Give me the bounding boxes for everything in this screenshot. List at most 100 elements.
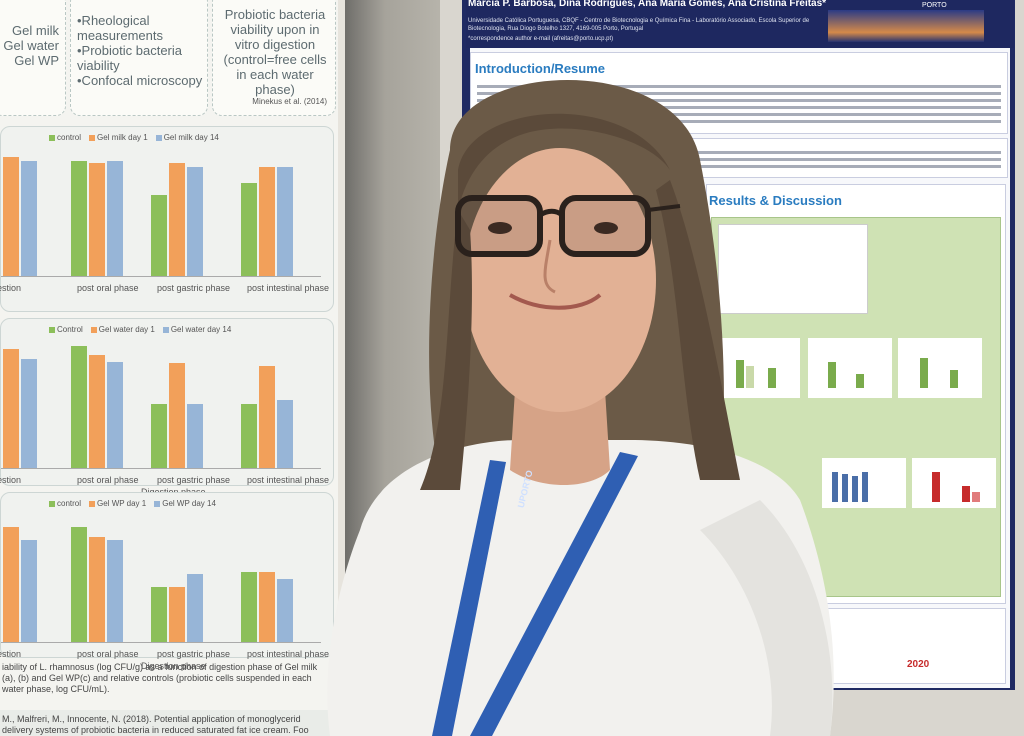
legend-swatch [155, 134, 162, 141]
right-poster-header: Márcia P. Barbosa, Dina Rodrigues, Ana M… [466, 0, 1014, 48]
intro-section: Introduction/Resume [470, 52, 1008, 134]
bar [151, 195, 167, 276]
results-bar-chart-red [912, 458, 996, 508]
bar [187, 574, 203, 642]
bar [107, 161, 123, 276]
x-tick-label: post oral phase [77, 283, 139, 293]
legend-label: Gel WP day 14 [162, 499, 216, 508]
bar [241, 572, 257, 642]
person-photo [327, 80, 834, 736]
results-bar-chart-blue [822, 458, 906, 508]
bar [187, 167, 203, 276]
legend-swatch [154, 500, 161, 507]
sample-list: Gel milk Gel water Gel WP [3, 23, 59, 68]
sample-item: Gel milk [12, 23, 59, 38]
legend-swatch [49, 326, 55, 333]
poster-affiliation: Universidade Católica Portuguesa, CBQF -… [468, 18, 810, 32]
digestion-description: Probiotic bacteria viability upon in vit… [223, 7, 327, 97]
legend-label: Gel water day 1 [98, 325, 155, 334]
bar [71, 346, 87, 468]
poster-correspondence: *correspondence author e-mail (afreitas@… [468, 36, 614, 42]
plot-area [1, 149, 321, 277]
bar [71, 527, 87, 642]
bar-chart-panel: Control Gel water day 1 Gel water day 14 di… [0, 318, 334, 497]
bar [3, 349, 19, 468]
bar-chart-panel: control Gel WP day 1 Gel WP day 14 digestio… [0, 492, 334, 671]
results-bar-chart [716, 338, 800, 398]
x-tick-label: digestion [0, 649, 22, 659]
bar [241, 183, 257, 276]
city-photo [828, 10, 984, 42]
funding-logo: 2020 [907, 659, 930, 670]
bar [71, 161, 87, 276]
results-bar-chart [808, 338, 892, 398]
bar [151, 587, 167, 642]
x-tick-label: post gastric phase [157, 283, 231, 293]
legend-swatch [89, 500, 96, 507]
chart-legend: control Gel WP day 1 Gel WP day 14 [41, 499, 216, 508]
intro-heading: Introduction/Resume [475, 61, 606, 76]
plot-area [1, 341, 321, 469]
bar [3, 527, 19, 642]
bar-chart-panel: control Gel milk day 1 Gel milk day 14 dige… [0, 126, 334, 312]
methods-box: •Rheological measurements •Probiotic bac… [70, 0, 208, 116]
bar [107, 540, 123, 642]
legend-swatch [49, 134, 55, 141]
method-item: •Probiotic bacteria viability [77, 43, 182, 73]
chart-legend: Control Gel water day 1 Gel water day 14 [41, 325, 231, 334]
bar [89, 163, 105, 276]
bar [277, 579, 293, 642]
x-axis-label: Digestion phase [141, 661, 206, 671]
reference-text: M., Malfreri, M., Innocente, N. (2018). … [0, 710, 336, 736]
legend-label: control [57, 133, 82, 142]
citation: Minekus et al. (2014) [252, 97, 327, 106]
bar [3, 157, 19, 276]
bar [89, 355, 105, 468]
bar [107, 362, 123, 468]
bar [21, 359, 37, 468]
poster-authors: Márcia P. Barbosa, Dina Rodrigues, Ana M… [468, 0, 827, 9]
bar [187, 404, 203, 468]
legend-label: Gel water day 14 [170, 325, 232, 334]
bar [259, 572, 275, 642]
bar [169, 363, 185, 468]
bar [241, 404, 257, 468]
x-tick-label: post intestinal phase [247, 283, 330, 293]
sample-item: Gel WP [14, 53, 59, 68]
x-tick-label: post intestinal phase [247, 649, 330, 659]
legend-label: control [57, 499, 82, 508]
bar [21, 540, 37, 642]
bar [277, 400, 293, 468]
x-tick-label: digestion [0, 475, 22, 485]
legend-label: Gel milk day 14 [163, 133, 219, 142]
legend-swatch [90, 326, 97, 333]
bar [277, 167, 293, 276]
x-tick-label: digestion [0, 283, 22, 293]
legend-swatch [89, 134, 96, 141]
chart-caption: iability of L. rhamnosus (log CFU/g) as … [2, 662, 318, 694]
methods-list: •Rheological measurements •Probiotic bac… [77, 13, 207, 88]
results-line-chart [718, 224, 868, 314]
x-tick-label: post gastric phase [157, 649, 231, 659]
digestion-box: Probiotic bacteria viability upon in vit… [212, 0, 336, 116]
bar [169, 163, 185, 276]
left-poster: Gel milk Gel water Gel WP •Rheological m… [0, 0, 338, 736]
x-tick-label: post oral phase [77, 649, 139, 659]
results-section: Results & Discussion [706, 184, 1006, 604]
chart-legend: control Gel milk day 1 Gel milk day 14 [41, 133, 219, 142]
bar [21, 161, 37, 276]
porto-logo: PORTO [922, 2, 947, 9]
method-item: •Rheological measurements [77, 13, 163, 43]
x-tick-label: post intestinal phase [247, 475, 330, 485]
plot-area [1, 515, 321, 643]
bar [169, 587, 185, 642]
legend-swatch [162, 326, 169, 333]
results-bar-chart [898, 338, 982, 398]
legend-label: Gel milk day 1 [97, 133, 148, 142]
x-tick-label: post oral phase [77, 475, 139, 485]
sample-list-box: Gel milk Gel water Gel WP [0, 0, 66, 116]
legend-swatch [49, 500, 55, 507]
bar [259, 167, 275, 276]
method-item: •Confocal microscopy [77, 73, 203, 88]
x-tick-label: post gastric phase [157, 475, 231, 485]
